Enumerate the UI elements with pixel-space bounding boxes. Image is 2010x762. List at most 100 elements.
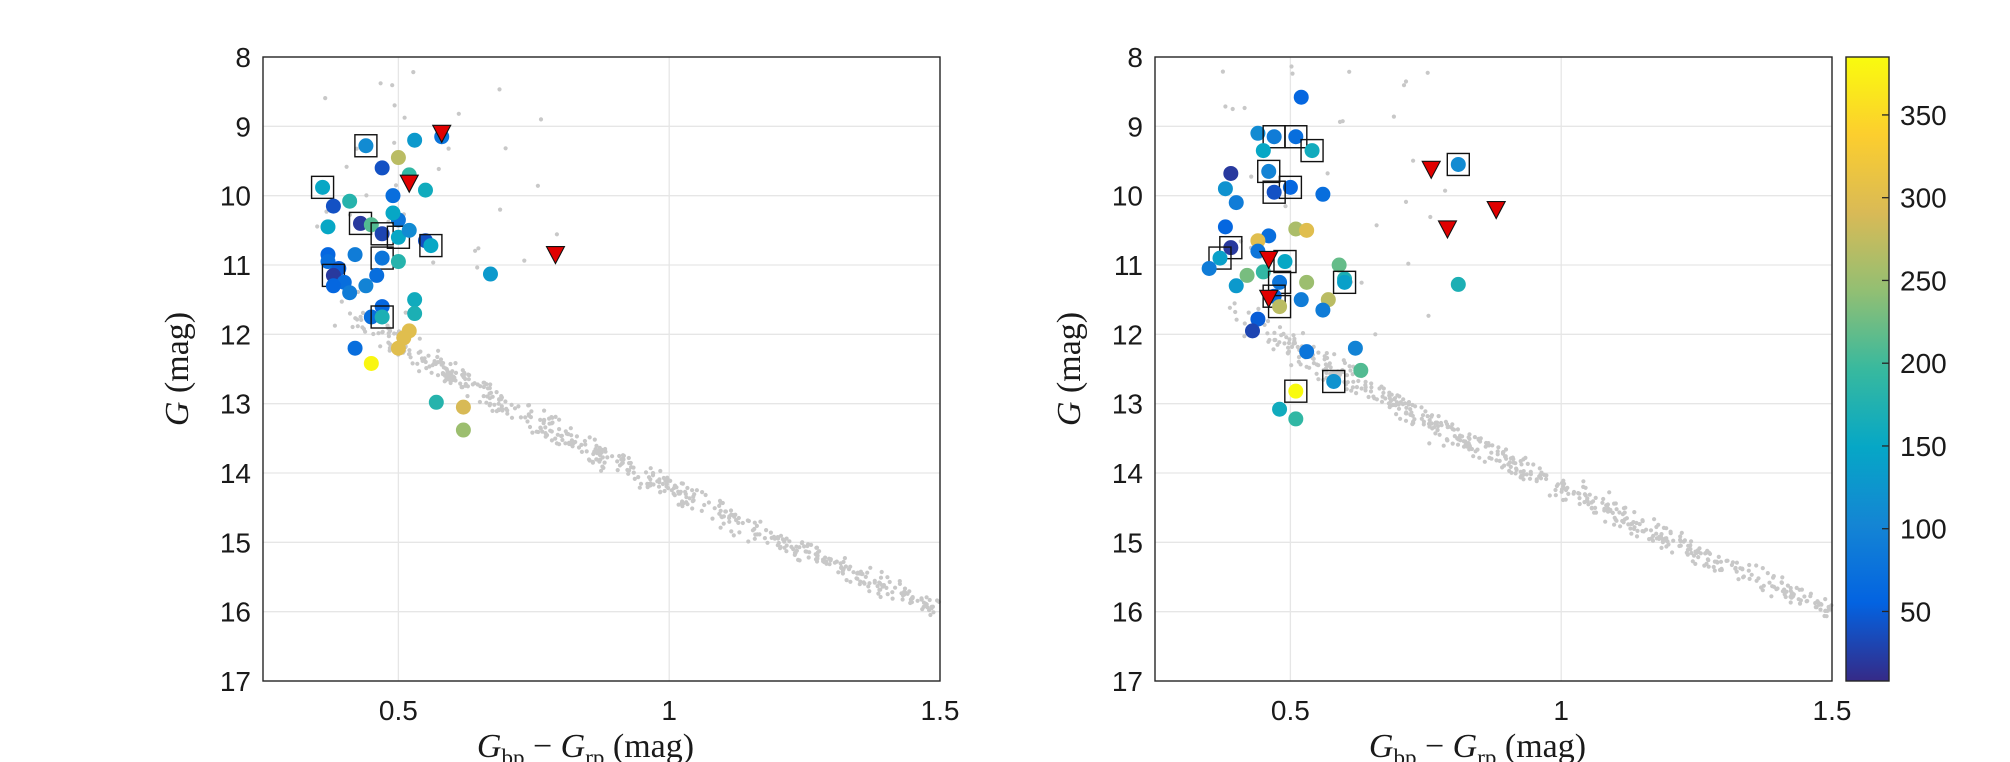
field-star: [1770, 584, 1775, 589]
field-star: [481, 384, 486, 390]
field-star: [658, 468, 663, 474]
y-tick-label: 15: [220, 527, 251, 558]
field-star: [660, 481, 666, 487]
field-star: [1387, 405, 1392, 410]
x-tick-label: 1.5: [1813, 695, 1852, 726]
field-star: [690, 506, 695, 511]
field-star: [563, 441, 568, 446]
field-star: [1467, 447, 1472, 452]
field-star: [453, 370, 459, 375]
y-tick-label: 15: [1112, 527, 1143, 558]
field-star: [784, 536, 789, 541]
field-star: [868, 565, 873, 570]
field-star: [778, 533, 784, 538]
field-star: [587, 435, 592, 440]
field-star: [1618, 524, 1623, 529]
field-star: [752, 520, 757, 525]
field-star: [1296, 355, 1302, 360]
field-star: [610, 454, 615, 459]
field-star: [863, 574, 868, 580]
field-star: [893, 585, 898, 590]
x-label-symbol: G: [561, 728, 586, 762]
field-star: [496, 407, 501, 412]
field-star: [1289, 363, 1294, 368]
field-star: [1427, 441, 1432, 446]
star-point: [385, 205, 401, 221]
field-star: [782, 539, 787, 544]
field-star: [1387, 396, 1392, 401]
field-star: [538, 117, 544, 122]
field-star: [590, 460, 596, 465]
colorbar-tick-label: 150: [1900, 431, 1947, 462]
field-star: [512, 406, 518, 411]
field-star: [1519, 474, 1525, 479]
field-star: [842, 556, 848, 561]
field-star: [678, 489, 683, 494]
field-star: [1637, 522, 1642, 527]
x-label-operator: −: [1416, 728, 1452, 762]
field-star: [1640, 518, 1645, 523]
field-star: [637, 485, 642, 490]
field-star: [729, 529, 734, 534]
field-star: [1403, 199, 1409, 204]
field-star: [410, 361, 415, 366]
field-star: [445, 371, 450, 376]
field-star: [762, 536, 768, 541]
field-star: [1483, 444, 1488, 449]
star-point: [320, 219, 336, 235]
field-star: [1628, 526, 1633, 531]
field-star: [814, 559, 820, 564]
field-star: [1406, 261, 1411, 266]
field-star: [446, 146, 451, 151]
colorbar: 50 100 150 200 250 300 350: [1845, 56, 1947, 682]
field-star: [443, 378, 448, 383]
y-tick-label: 12: [220, 319, 251, 350]
field-star: [1427, 418, 1432, 423]
field-star: [1603, 519, 1608, 524]
x-label-subscript: rp: [585, 745, 604, 762]
flag-triangle: [1486, 200, 1507, 220]
x-tick-label: 1.5: [921, 695, 960, 726]
y-tick-label: 16: [1112, 597, 1143, 628]
colorbar-tick-label: 100: [1900, 514, 1947, 545]
field-star: [855, 576, 860, 581]
star-box-marker: [310, 175, 335, 200]
field-star: [1654, 531, 1659, 536]
field-star: [392, 140, 397, 145]
field-star: [1593, 505, 1598, 510]
field-star: [841, 567, 846, 573]
star-point: [1450, 276, 1466, 292]
field-star: [1354, 391, 1359, 396]
field-star: [1345, 380, 1350, 385]
field-star: [1689, 550, 1694, 556]
field-star: [475, 265, 480, 270]
star-box-marker: [354, 134, 378, 158]
field-star: [665, 475, 670, 480]
field-star: [1711, 564, 1716, 570]
x-tick-label: 0.5: [379, 695, 418, 726]
field-star: [1760, 588, 1765, 593]
field-star: [1589, 500, 1594, 505]
field-star: [1220, 69, 1225, 74]
field-star: [752, 536, 757, 541]
field-star: [1531, 462, 1536, 467]
field-star: [836, 570, 841, 575]
field-star: [1736, 577, 1741, 582]
field-star: [557, 417, 562, 422]
field-star: [764, 528, 769, 533]
field-star: [758, 519, 763, 524]
field-star: [615, 459, 620, 464]
field-star: [448, 361, 453, 367]
field-star: [1612, 501, 1617, 506]
field-star: [1350, 372, 1355, 377]
x-label-symbol: G: [477, 728, 502, 762]
field-star: [392, 103, 397, 108]
star-point: [1250, 311, 1266, 327]
field-star: [672, 493, 677, 498]
field-star: [554, 441, 560, 446]
field-star: [1544, 476, 1549, 482]
y-tick-label: 14: [1112, 458, 1143, 489]
field-star: [1790, 592, 1795, 597]
field-star: [503, 146, 508, 151]
field-star: [1702, 563, 1707, 568]
